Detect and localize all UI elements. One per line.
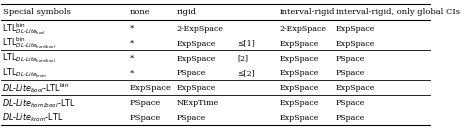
- Text: ExpSpace: ExpSpace: [336, 25, 375, 33]
- Text: ExpSpace: ExpSpace: [177, 55, 216, 63]
- Text: $\mathrm{LTL}_{DL\text{-}Lite_{horn/bool}}$: $\mathrm{LTL}_{DL\text{-}Lite_{horn/bool…: [2, 52, 56, 65]
- Text: ExpSpace: ExpSpace: [280, 114, 319, 122]
- Text: ≤[2]: ≤[2]: [237, 69, 255, 77]
- Text: $DL\text{-}Lite_{horn/bool}\text{-}\mathrm{LTL}$: $DL\text{-}Lite_{horn/bool}\text{-}\math…: [2, 97, 76, 110]
- Text: *: *: [129, 40, 134, 48]
- Text: ExpSpace: ExpSpace: [336, 84, 375, 92]
- Text: ExpSpace: ExpSpace: [129, 84, 172, 92]
- Text: ExpSpace: ExpSpace: [280, 69, 319, 77]
- Text: [2]: [2]: [237, 55, 248, 63]
- Text: interval-rigid, only global CIs: interval-rigid, only global CIs: [336, 8, 460, 16]
- Text: *: *: [129, 25, 134, 33]
- Text: PSpace: PSpace: [177, 114, 206, 122]
- Text: interval-rigid: interval-rigid: [280, 8, 335, 16]
- Text: NExpTime: NExpTime: [177, 99, 219, 107]
- Text: PSpace: PSpace: [336, 114, 365, 122]
- Text: ExpSpace: ExpSpace: [280, 99, 319, 107]
- Text: ExpSpace: ExpSpace: [177, 40, 216, 48]
- Text: ExpSpace: ExpSpace: [336, 40, 375, 48]
- Text: PSpace: PSpace: [177, 69, 206, 77]
- Text: ExpSpace: ExpSpace: [280, 84, 319, 92]
- Text: $\mathrm{LTL}^{\mathrm{bin}}_{DL\text{-}Lite_{bool}}$: $\mathrm{LTL}^{\mathrm{bin}}_{DL\text{-}…: [2, 21, 46, 37]
- Text: $\mathrm{LTL}_{DL\text{-}Lite_{krom}}$: $\mathrm{LTL}_{DL\text{-}Lite_{krom}}$: [2, 67, 47, 80]
- Text: PSpace: PSpace: [129, 114, 161, 122]
- Text: PSpace: PSpace: [336, 69, 365, 77]
- Text: PSpace: PSpace: [129, 99, 161, 107]
- Text: ExpSpace: ExpSpace: [177, 84, 216, 92]
- Text: 2-ExpSpace: 2-ExpSpace: [280, 25, 327, 33]
- Text: ExpSpace: ExpSpace: [280, 55, 319, 63]
- Text: PSpace: PSpace: [336, 55, 365, 63]
- Text: $DL\text{-}Lite_{bool}\text{-}\mathrm{LTL}^{\mathrm{bin}}$: $DL\text{-}Lite_{bool}\text{-}\mathrm{LT…: [2, 81, 70, 95]
- Text: 2-ExpSpace: 2-ExpSpace: [177, 25, 224, 33]
- Text: PSpace: PSpace: [336, 99, 365, 107]
- Text: *: *: [129, 69, 134, 77]
- Text: $DL\text{-}Lite_{krom}\text{-}\mathrm{LTL}$: $DL\text{-}Lite_{krom}\text{-}\mathrm{LT…: [2, 112, 64, 124]
- Text: ExpSpace: ExpSpace: [280, 40, 319, 48]
- Text: rigid: rigid: [177, 8, 197, 16]
- Text: $\mathrm{LTL}^{\mathrm{bin}}_{DL\text{-}Lite_{horn/bool}}$: $\mathrm{LTL}^{\mathrm{bin}}_{DL\text{-}…: [2, 36, 56, 51]
- Text: none: none: [129, 8, 150, 16]
- Text: *: *: [129, 55, 134, 63]
- Text: Special symbols: Special symbols: [3, 8, 71, 16]
- Text: ≤[1]: ≤[1]: [237, 40, 255, 48]
